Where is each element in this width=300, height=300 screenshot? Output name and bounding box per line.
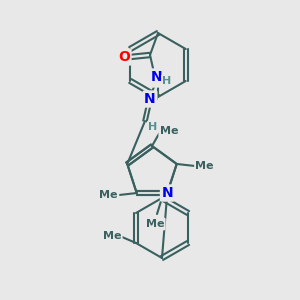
Text: N: N bbox=[151, 70, 163, 84]
Text: Me: Me bbox=[100, 190, 118, 200]
Text: Me: Me bbox=[103, 231, 121, 241]
Text: O: O bbox=[118, 50, 130, 64]
Text: Cl: Cl bbox=[151, 72, 165, 86]
Text: N: N bbox=[144, 92, 156, 106]
Text: Me: Me bbox=[196, 161, 214, 171]
Text: H: H bbox=[148, 122, 158, 132]
Text: Me: Me bbox=[146, 219, 164, 229]
Text: Me: Me bbox=[160, 126, 178, 136]
Text: H: H bbox=[162, 76, 172, 86]
Text: N: N bbox=[161, 186, 173, 200]
